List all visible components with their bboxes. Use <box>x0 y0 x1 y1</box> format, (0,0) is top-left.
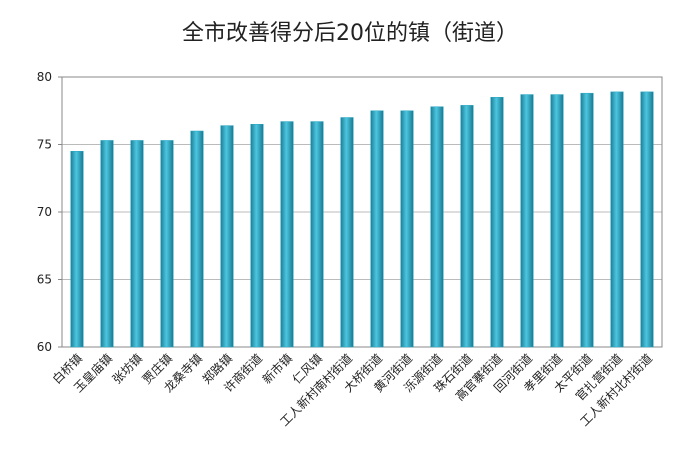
chart-title: 全市改善得分后20位的镇（街道） <box>182 21 518 46</box>
x-tick-label: 张坊镇 <box>109 351 145 387</box>
bar <box>310 121 324 348</box>
bar <box>280 121 294 348</box>
bar <box>100 140 114 348</box>
y-tick-label: 60 <box>37 340 52 354</box>
bar <box>370 110 384 348</box>
bar <box>220 125 234 348</box>
bar <box>520 94 534 348</box>
bar <box>160 140 174 348</box>
y-tick-label: 70 <box>37 205 52 219</box>
bar <box>430 106 444 348</box>
bar <box>400 110 414 348</box>
y-tick-label: 75 <box>37 138 52 152</box>
bar <box>340 117 354 348</box>
bar <box>610 91 624 348</box>
bar <box>70 151 84 348</box>
plot-frame <box>61 76 663 348</box>
bar <box>130 140 144 348</box>
bar <box>580 92 594 348</box>
y-tick-label: 65 <box>37 273 52 287</box>
x-tick-label: 新市镇 <box>259 351 295 387</box>
bar <box>460 105 474 348</box>
bar <box>190 130 204 348</box>
bar <box>490 97 504 348</box>
y-tick-label: 80 <box>37 70 52 84</box>
bar <box>640 91 654 348</box>
bar <box>250 124 264 348</box>
bar <box>550 94 564 348</box>
